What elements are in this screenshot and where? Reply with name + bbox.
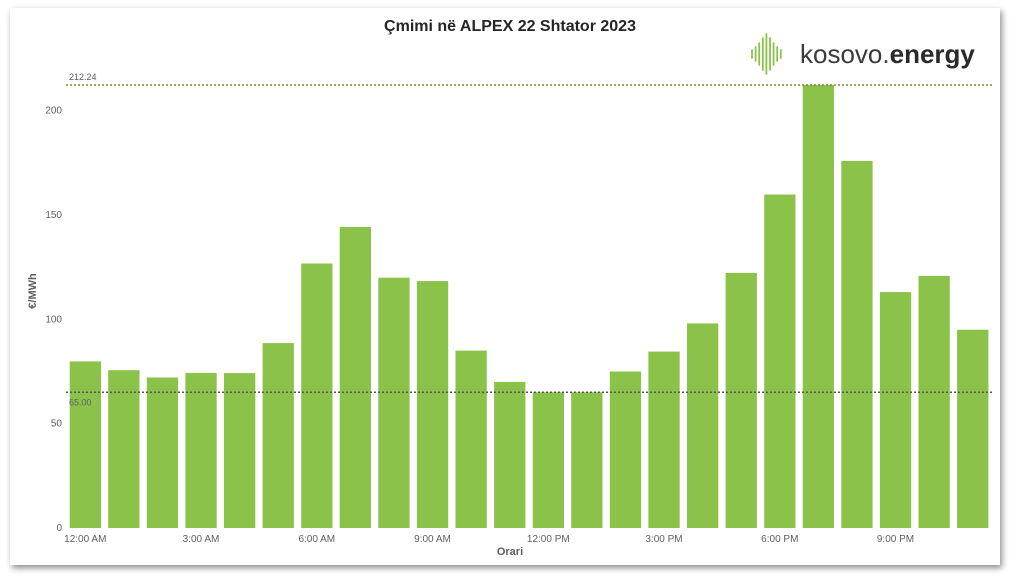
y-tick-label: 200 [45,106,62,117]
bar-14[interactable] [609,371,642,529]
bar-8[interactable] [378,277,410,528]
reference-lines: 212.24 65.00 [66,72,992,407]
x-axis: 12:00 AM 3:00 AM 6:00 AM 9:00 AM 12:00 PM 3:0… [64,534,914,545]
bar-1[interactable] [108,370,140,528]
chart-frame: Çmimi në ALPEX 22 Shtator 2023 kosovo.en… [10,8,1000,565]
y-axis-title: €/MWh [27,273,39,309]
sound-wave-icon [751,33,782,75]
y-tick-label: 100 [45,314,62,325]
reference-line-label-1: 65.00 [69,397,92,407]
y-axis: 0 50 100 150 200 [45,106,62,535]
bar-16[interactable] [687,323,719,528]
bar-21[interactable] [879,292,912,528]
chart-title: Çmimi në ALPEX 22 Shtator 2023 [384,18,636,35]
x-tick-label: 6:00 PM [761,534,798,545]
x-tick-label: 9:00 AM [414,534,451,545]
x-tick-label: 12:00 AM [64,534,106,545]
bar-12[interactable] [532,392,564,528]
bar-6[interactable] [301,263,333,529]
x-tick-label: 12:00 PM [527,534,570,545]
bar-4[interactable] [224,373,256,528]
bar-13[interactable] [571,392,603,528]
bar-7[interactable] [339,227,371,528]
x-axis-title: Orari [497,546,523,558]
x-tick-label: 6:00 AM [298,534,335,545]
bar-2[interactable] [146,377,179,529]
logo-text-bold: energy [890,39,976,69]
bar-5[interactable] [262,343,294,528]
bar-0[interactable] [69,361,101,528]
bar-3[interactable] [185,372,217,528]
bar-11[interactable] [494,381,526,528]
bar-19[interactable] [802,85,834,528]
bar-22[interactable] [918,275,950,528]
x-tick-label: 9:00 PM [877,534,914,545]
reference-line-label-0: 212.24 [69,72,97,82]
bar-17[interactable] [725,272,757,528]
brand-logo: kosovo.energy [751,33,975,75]
bars-group [69,85,989,529]
logo-text-plain: kosovo. [800,39,890,69]
x-tick-label: 3:00 PM [645,534,682,545]
logo-wordmark: kosovo.energy [800,39,975,69]
bar-9[interactable] [416,281,449,528]
bar-20[interactable] [841,160,873,528]
y-tick-label: 150 [45,210,62,221]
bar-18[interactable] [764,194,796,529]
y-tick-label: 0 [56,523,62,534]
bar-23[interactable] [957,329,989,528]
bar-10[interactable] [455,350,487,528]
y-tick-label: 50 [51,419,63,430]
bar-15[interactable] [648,351,680,528]
x-tick-label: 3:00 AM [183,534,220,545]
bar-chart: Çmimi në ALPEX 22 Shtator 2023 kosovo.en… [27,18,992,558]
